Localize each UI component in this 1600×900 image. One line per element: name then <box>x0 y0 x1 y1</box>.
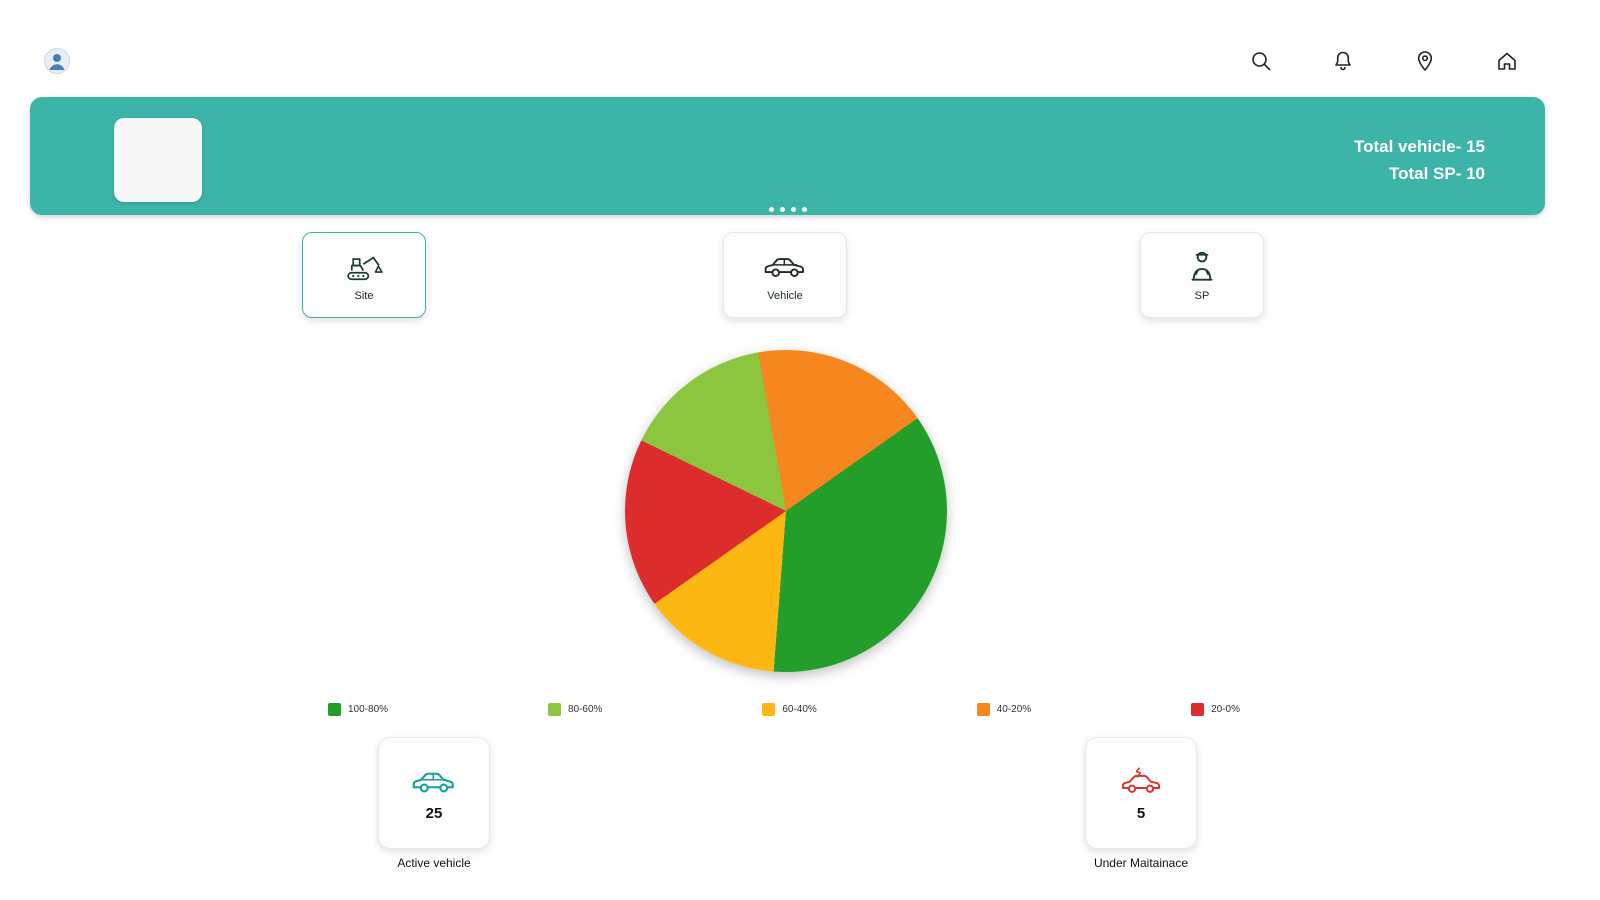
carousel-dot[interactable] <box>768 207 774 212</box>
legend-item: 100-80% <box>328 703 388 716</box>
legend-item: 60-40% <box>762 703 817 716</box>
total-vehicle-text: Total vehicle- 15 <box>1353 137 1485 156</box>
nav-card-label: SP <box>1194 290 1210 302</box>
under-maintenance-count: 5 <box>1136 804 1146 822</box>
bell-icon[interactable] <box>1328 46 1358 76</box>
user-avatar[interactable] <box>44 48 70 74</box>
legend-swatch <box>1191 703 1205 716</box>
carousel-dot[interactable] <box>779 207 785 212</box>
summary-banner: Total vehicle- 15 Total SP- 10 <box>30 97 1545 215</box>
legend-label: 60-40% <box>782 704 817 715</box>
legend-label: 20-0% <box>1211 704 1240 715</box>
nav-card-label: Vehicle <box>767 290 803 302</box>
person-icon <box>49 54 65 70</box>
legend-swatch <box>328 703 341 716</box>
nav-card-vehicle[interactable]: Vehicle <box>723 232 847 318</box>
legend-label: 80-60% <box>567 704 603 715</box>
top-icon-group <box>1246 46 1522 76</box>
under-maintenance-card[interactable]: 5 <box>1085 737 1197 849</box>
active-vehicle-count: 25 <box>425 804 443 822</box>
search-icon[interactable] <box>1246 46 1276 76</box>
legend-label: 40-20% <box>996 704 1032 715</box>
location-pin-icon[interactable] <box>1410 46 1440 76</box>
nav-card-label: Site <box>354 290 374 302</box>
legend-item: 80-60% <box>547 703 603 716</box>
legend-swatch <box>762 703 776 716</box>
service-person-icon <box>1179 248 1225 286</box>
home-icon[interactable] <box>1492 46 1522 76</box>
legend-label: 100-80% <box>348 704 389 715</box>
legend-swatch <box>547 703 561 716</box>
carousel-dots <box>768 207 807 212</box>
carousel-dot[interactable] <box>801 207 807 212</box>
legend-item: 20-0% <box>1191 703 1240 716</box>
nav-card-site[interactable]: Site <box>302 232 426 318</box>
pie-chart <box>625 350 947 672</box>
nav-card-sp[interactable]: SP <box>1140 232 1264 318</box>
total-sp-text: Total SP- 10 <box>1388 164 1485 183</box>
car-icon <box>762 248 808 286</box>
banner-logo-placeholder <box>114 118 202 202</box>
legend-item: 40-20% <box>976 703 1032 716</box>
excavator-icon <box>341 248 387 286</box>
carousel-dot[interactable] <box>790 207 796 212</box>
active-vehicle-card[interactable]: 25 <box>378 737 490 849</box>
active-car-icon <box>410 765 458 799</box>
legend-swatch <box>976 703 990 716</box>
chart-legend: 100-80% 80-60% 60-40% 40-20% 20-0% <box>328 703 1240 716</box>
under-maintenance-label: Under Maitainace <box>1093 856 1189 870</box>
top-bar <box>0 0 1600 96</box>
broken-car-icon <box>1117 765 1165 799</box>
banner-totals: Total vehicle- 15 Total SP- 10 <box>1354 133 1485 187</box>
active-vehicle-label: Active vehicle <box>397 856 471 870</box>
